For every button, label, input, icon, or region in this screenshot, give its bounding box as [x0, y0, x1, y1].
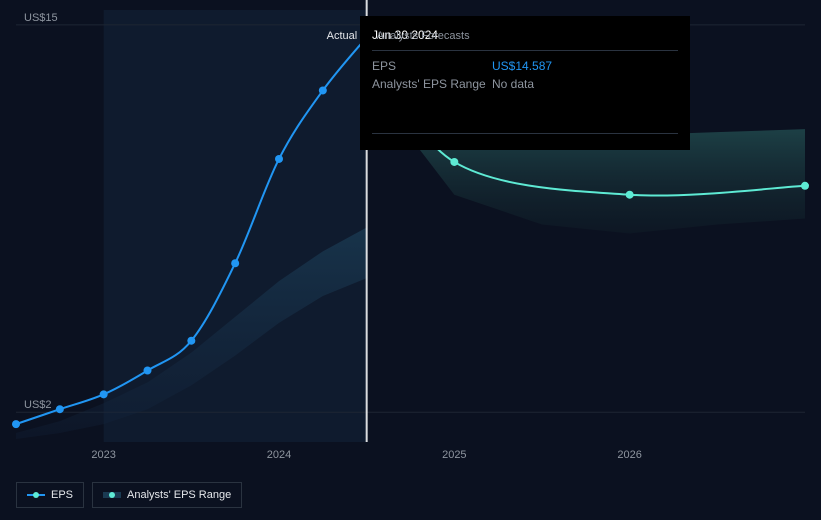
legend: EPS Analysts' EPS Range — [16, 482, 242, 508]
svg-text:2026: 2026 — [617, 449, 641, 461]
svg-text:2025: 2025 — [442, 449, 466, 461]
eps-chart: US$15US$22023202420252026 Jun 30 2024 EP… — [0, 0, 821, 520]
forecast-label: Analysts Forecasts — [377, 30, 470, 42]
tooltip-key: Analysts' EPS Range — [372, 75, 492, 93]
legend-label: Analysts' EPS Range — [127, 489, 231, 501]
svg-text:US$2: US$2 — [24, 399, 52, 411]
legend-label: EPS — [51, 489, 73, 501]
tooltip-row: EPS US$14.587 — [372, 57, 678, 75]
svg-text:US$15: US$15 — [24, 12, 58, 24]
tooltip-value: US$14.587 — [492, 57, 552, 75]
svg-text:2024: 2024 — [267, 449, 291, 461]
tooltip-key: EPS — [372, 57, 492, 75]
tooltip-value: No data — [492, 75, 534, 93]
legend-item-range[interactable]: Analysts' EPS Range — [92, 482, 242, 508]
legend-item-eps[interactable]: EPS — [16, 482, 84, 508]
legend-swatch-icon — [103, 490, 121, 500]
svg-text:2023: 2023 — [91, 449, 115, 461]
legend-swatch-icon — [27, 490, 45, 500]
tooltip-row: Analysts' EPS Range No data — [372, 75, 678, 93]
actual-label: Actual — [327, 30, 358, 42]
